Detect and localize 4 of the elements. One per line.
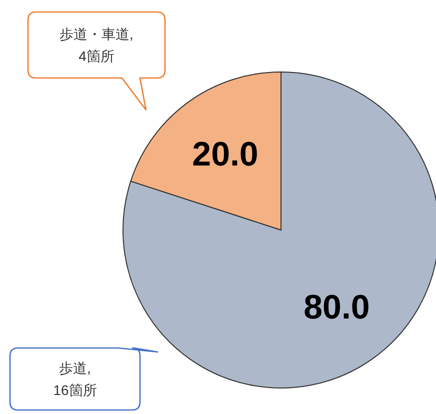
slice-label: 歩道・車道, 4箇所 bbox=[60, 26, 134, 64]
data-label: 20.0 bbox=[192, 135, 258, 174]
data-label: 80.0 bbox=[304, 288, 370, 327]
slice-label: 歩道, 16箇所 bbox=[53, 360, 97, 398]
